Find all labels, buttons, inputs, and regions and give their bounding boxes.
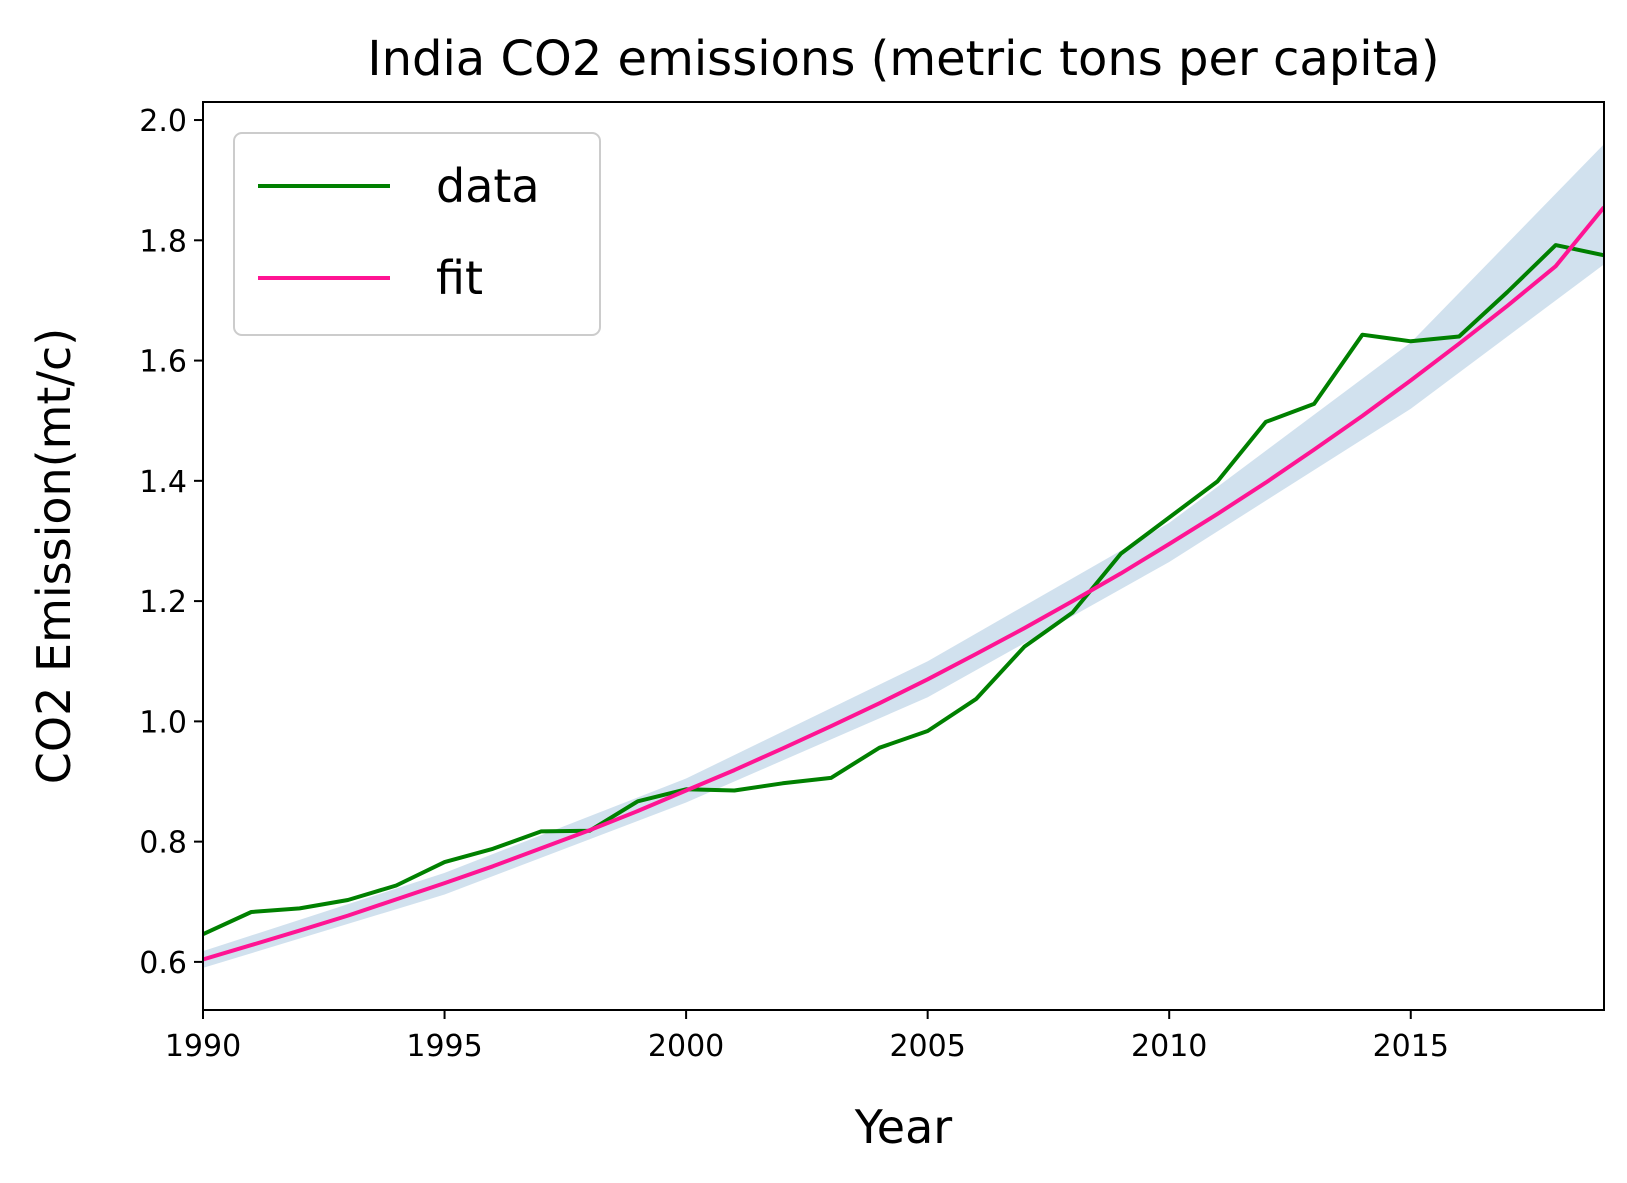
chart-title: India CO2 emissions (metric tons per cap… bbox=[367, 31, 1439, 87]
legend-box bbox=[233, 132, 601, 336]
legend-label-data: data bbox=[436, 159, 540, 213]
y-tick-label: 1.4 bbox=[139, 465, 187, 500]
x-tick-label: 1990 bbox=[165, 1029, 241, 1064]
series-line-data bbox=[203, 243, 1604, 937]
y-tick-label: 1.8 bbox=[139, 224, 187, 259]
x-tick-label: 2005 bbox=[889, 1029, 965, 1064]
plot-area: 1990 1995 2000 2005 2010 2015 0.6 0.8 1.0 1.2 1.4 1… bbox=[139, 101, 1605, 1064]
x-tick-label: 2010 bbox=[1131, 1029, 1207, 1064]
y-axis-title: CO2 Emission(mt/c) bbox=[27, 328, 81, 784]
legend-label-fit: fit bbox=[436, 251, 483, 305]
x-tick-label: 2015 bbox=[1373, 1029, 1449, 1064]
plot-frame bbox=[202, 101, 1605, 1011]
series-line-fit bbox=[203, 205, 1604, 962]
x-tick-label: 1995 bbox=[406, 1029, 482, 1064]
y-tick-label: 1.0 bbox=[139, 705, 187, 740]
y-tick-label: 0.8 bbox=[139, 826, 187, 861]
y-tick-label: 1.2 bbox=[139, 585, 187, 620]
y-tick-label: 1.6 bbox=[139, 345, 187, 380]
y-tick-label: 2.0 bbox=[139, 104, 187, 139]
y-tick-label: 0.6 bbox=[139, 946, 187, 981]
x-axis-title: Year bbox=[854, 1100, 952, 1154]
x-tick-label: 2000 bbox=[648, 1029, 724, 1064]
